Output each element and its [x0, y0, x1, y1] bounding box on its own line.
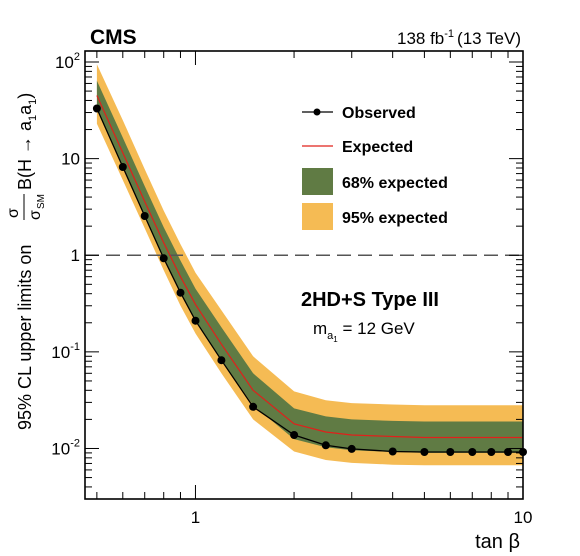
- observed-point: [487, 448, 496, 456]
- legend-68-swatch: [302, 168, 333, 195]
- legend-item-95: 95% expected: [302, 203, 448, 230]
- y-tick-base: 10: [51, 439, 70, 458]
- y-axis-sigma: σ: [5, 208, 22, 218]
- y-tick-label: 102: [55, 51, 80, 72]
- observed-point: [446, 448, 455, 456]
- y-tick-label: 10: [61, 150, 80, 169]
- observed-point: [321, 441, 330, 450]
- x-tick-label: 10: [514, 508, 533, 527]
- legend-item-68: 68% expected: [302, 168, 448, 195]
- legend-label-68: 68% expected: [342, 175, 448, 192]
- observed-point: [92, 104, 101, 113]
- model-label: 2HD+S Type III: [301, 289, 439, 311]
- plot-frame: [84, 50, 524, 500]
- y-axis-sm-subscript: SM: [36, 194, 47, 209]
- legend-label-observed: Observed: [342, 105, 416, 122]
- y-tick-label: 1: [71, 246, 80, 265]
- observed-point: [388, 447, 397, 456]
- legend-item-observed: Observed: [302, 105, 416, 122]
- y-axis-branching-start: B(H → a: [15, 120, 35, 190]
- mass-subsub: 1: [333, 335, 338, 344]
- y-axis-branching-mid: a: [15, 104, 35, 115]
- y-tick-base: 10: [51, 343, 70, 362]
- mass-label: ma1 = 12 GeV: [313, 319, 415, 344]
- y-axis-branching: B(H → a1a1): [15, 93, 39, 190]
- y-axis-sigma-sm: σ: [27, 210, 44, 220]
- legend: Observed Expected 68% expected 95% expec…: [302, 105, 448, 230]
- experiment-label: CMS: [90, 26, 137, 49]
- y-tick-label: 10-1: [51, 341, 80, 362]
- observed-point: [504, 448, 512, 456]
- y-tick-exponent: 2: [74, 51, 80, 63]
- mass-sub: a: [327, 330, 334, 342]
- legend-item-expected: Expected: [302, 139, 413, 156]
- y-tick-exponent: -1: [70, 341, 80, 353]
- observed-point: [217, 356, 226, 365]
- y-axis-branching-sub2: 1: [27, 99, 39, 105]
- legend-observed-marker: [313, 108, 321, 116]
- y-axis-branching-sub1: 1: [27, 115, 39, 121]
- x-tick-label: 1: [191, 508, 200, 527]
- legend-label-expected: Expected: [342, 139, 413, 156]
- legend-95-swatch: [302, 203, 333, 230]
- observed-point: [249, 402, 258, 411]
- expected-line: [96, 95, 523, 439]
- luminosity-label: 138 fb-1 (13 TeV): [397, 28, 521, 48]
- mass-m: m: [313, 319, 327, 338]
- observed-point: [140, 212, 149, 220]
- observed-point: [191, 316, 200, 325]
- observed-point: [159, 254, 168, 263]
- lumi-exponent: -1: [444, 28, 454, 40]
- y-tick-base: 10: [61, 150, 80, 169]
- mass-value: = 12 GeV: [338, 319, 416, 338]
- axis-ticks: [85, 51, 524, 500]
- observed-point: [176, 288, 185, 297]
- band-95-expected: [96, 64, 524, 466]
- y-axis-branching-end: ): [15, 93, 35, 99]
- observed-point: [290, 431, 299, 439]
- lumi-value: 138 fb: [397, 29, 444, 48]
- band-68-expected: [96, 80, 524, 453]
- y-tick-base: 10: [55, 53, 74, 72]
- y-axis-title: 95% CL upper limits on σ σ SM B(H → a1a1…: [5, 93, 47, 430]
- x-axis-title: tan β: [475, 531, 520, 553]
- observed-point: [118, 163, 127, 171]
- observed-point: [420, 448, 429, 456]
- uncertainty-bands: [96, 64, 524, 466]
- y-tick-base: 1: [71, 246, 80, 265]
- y-tick-label: 10-2: [51, 437, 80, 458]
- y-axis-title-prefix: 95% CL upper limits on: [15, 245, 35, 430]
- legend-label-95: 95% expected: [342, 210, 448, 227]
- observed-points: [92, 104, 527, 456]
- observed-point: [347, 444, 356, 453]
- y-tick-exponent: -2: [70, 437, 80, 449]
- energy-label: (13 TeV): [457, 29, 521, 48]
- observed-point: [468, 448, 477, 456]
